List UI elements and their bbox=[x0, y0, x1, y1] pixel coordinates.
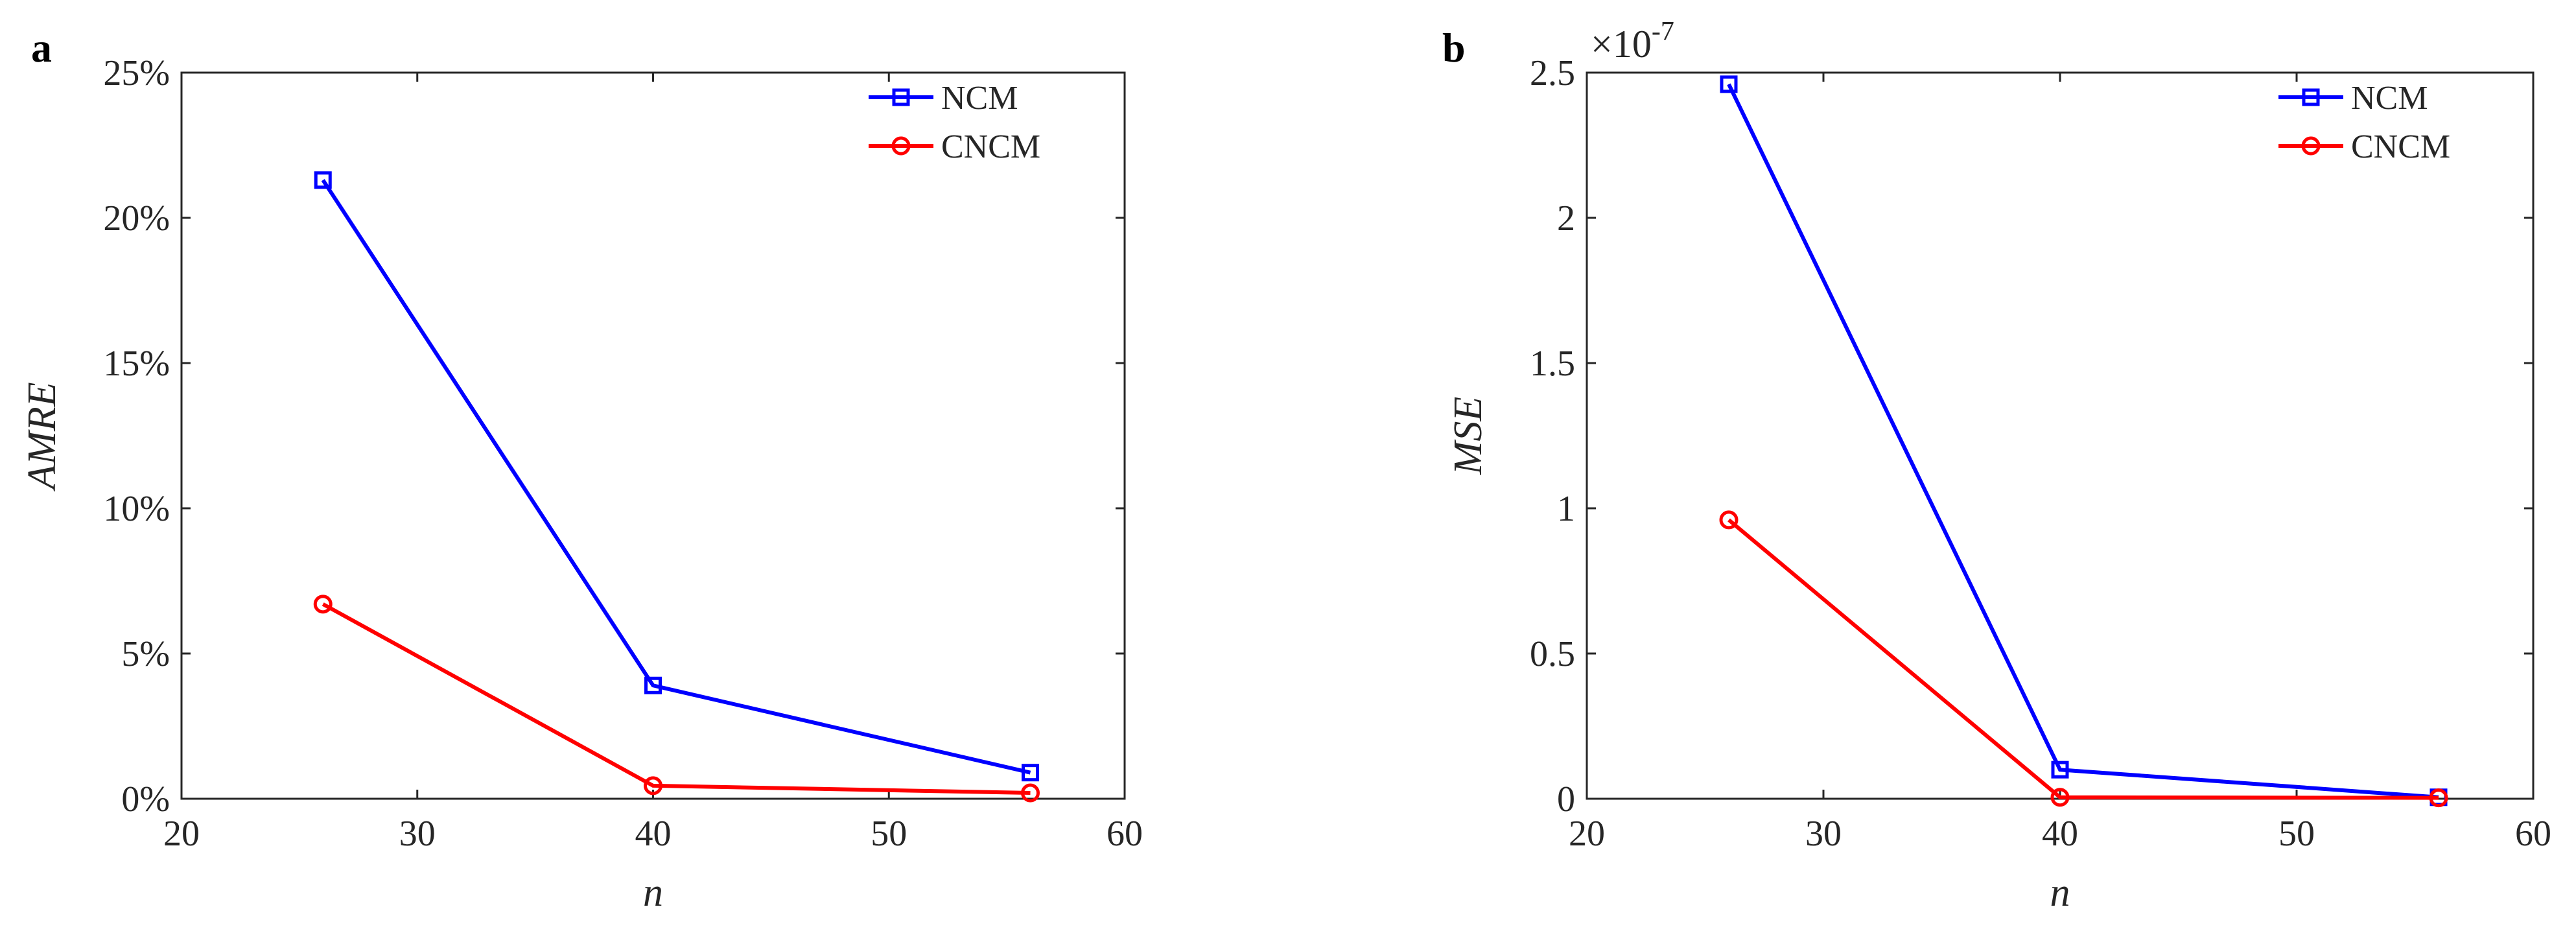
x-tick-label: 60 bbox=[2515, 814, 2551, 854]
x-tick-label: 20 bbox=[1569, 814, 1605, 854]
y-tick-label: 0.5 bbox=[1530, 634, 1575, 674]
legend-label: NCM bbox=[941, 80, 1018, 117]
y-exponent-label: ×10-7 bbox=[1591, 17, 1674, 65]
y-tick-label: 2 bbox=[1557, 198, 1575, 239]
y-tick-label: 1.5 bbox=[1530, 344, 1575, 384]
series-ncm bbox=[1720, 75, 2448, 807]
legend-item: NCM bbox=[869, 80, 1018, 117]
legend-label: CNCM bbox=[941, 128, 1040, 165]
legend-marker-circle bbox=[2301, 136, 2321, 156]
y-tick-label: 0 bbox=[1557, 779, 1575, 819]
y-tick-label: 25% bbox=[103, 53, 170, 93]
legend-item: NCM bbox=[2278, 80, 2428, 117]
legend-marker-square bbox=[892, 88, 910, 106]
legend: NCM CNCM bbox=[869, 80, 1040, 165]
data-point-circle bbox=[644, 776, 662, 795]
legend-label: NCM bbox=[2351, 80, 2428, 117]
data-point-square bbox=[1720, 75, 1738, 93]
x-axis-title: n bbox=[2050, 871, 2070, 915]
x-tick-label: 50 bbox=[871, 814, 907, 854]
series-line bbox=[1727, 83, 2439, 799]
legend: NCM CNCM bbox=[2278, 80, 2450, 165]
legend-item: CNCM bbox=[2278, 128, 2450, 165]
series-line bbox=[322, 602, 1031, 795]
y-tick-label: 10% bbox=[103, 489, 170, 529]
panel-label: a bbox=[31, 25, 52, 71]
data-point-square bbox=[314, 171, 332, 189]
y-axis-title: MSE bbox=[1446, 397, 1490, 476]
x-tick-label: 40 bbox=[635, 814, 672, 854]
data-point-circle bbox=[1021, 783, 1040, 803]
series-line bbox=[1727, 518, 2439, 800]
data-point-square bbox=[2051, 760, 2069, 779]
x-tick-label: 50 bbox=[2278, 814, 2315, 854]
data-point-square bbox=[1022, 764, 1039, 782]
x-tick-label: 30 bbox=[1805, 814, 1842, 854]
x-tick-label: 20 bbox=[163, 814, 200, 854]
series-ncm bbox=[314, 171, 1039, 782]
legend-marker-circle bbox=[891, 136, 911, 156]
legend-marker-square bbox=[2302, 88, 2320, 106]
data-point-circle bbox=[2050, 788, 2070, 807]
y-tick-label: 0% bbox=[121, 779, 170, 819]
series-line bbox=[321, 179, 1031, 775]
y-tick-label: 5% bbox=[121, 634, 170, 674]
y-tick-label: 20% bbox=[103, 198, 170, 239]
y-axis-title: AMRE bbox=[20, 382, 64, 491]
panel-label: b bbox=[1442, 25, 1466, 71]
y-tick-label: 2.5 bbox=[1530, 53, 1575, 93]
legend-item: CNCM bbox=[869, 128, 1040, 165]
data-point-circle bbox=[1719, 510, 1739, 530]
x-axis-title: n bbox=[643, 871, 663, 915]
x-tick-label: 40 bbox=[2042, 814, 2078, 854]
y-tick-label: 1 bbox=[1557, 489, 1575, 529]
panel-b: 20 30 40 50 60 0 0.5 1 1.5 2 2.5 n MSE b ×10-7 NCM CNCM bbox=[1442, 17, 2551, 915]
series-cncm bbox=[313, 595, 1040, 803]
axes-box bbox=[1586, 71, 2535, 800]
data-point-square bbox=[644, 676, 662, 694]
legend-label: CNCM bbox=[2351, 128, 2450, 165]
panel-a: 20 30 40 50 60 0% 5% 10% 15% 20% 25% n AMRE a NCM CNCM bbox=[20, 25, 1143, 915]
data-point-circle bbox=[313, 595, 333, 614]
series-cncm bbox=[1719, 510, 2448, 808]
data-point-circle bbox=[2429, 788, 2448, 808]
y-tick-label: 15% bbox=[103, 344, 170, 384]
x-tick-label: 60 bbox=[1107, 814, 1143, 854]
x-tick-label: 30 bbox=[399, 814, 436, 854]
